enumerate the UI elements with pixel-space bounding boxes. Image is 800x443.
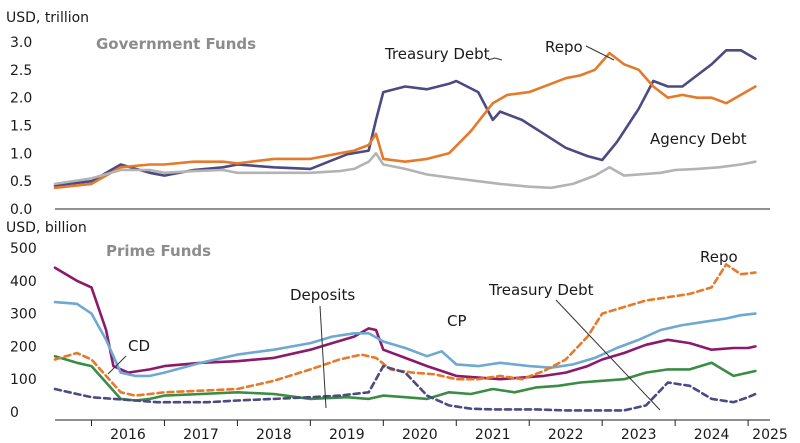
x-tick-label: 2017 <box>183 427 219 443</box>
bottom-x-ticks: 2016 2017 2018 2019 2020 2021 2022 2023 2024 2025 <box>90 420 788 443</box>
top-panel-title: Government Funds <box>96 35 256 53</box>
top-y-tick-label: 2.0 <box>10 91 32 107</box>
bottom-y-ticks: 0 100 200 300 400 500 <box>10 241 37 421</box>
top-series-group <box>53 48 757 190</box>
annotation-deposits-bottom: Deposits <box>290 286 355 304</box>
top-y-tick-label: 3.0 <box>10 35 32 51</box>
bottom-series-treasury-debt <box>53 364 757 412</box>
x-tick-label: 2018 <box>256 427 292 443</box>
bottom-panel-title: Prime Funds <box>106 242 211 260</box>
annotation-treasury-debt-bottom: Treasury Debt <box>488 281 594 299</box>
bottom-y-tick-label: 100 <box>10 372 37 388</box>
x-tick-label: 2020 <box>402 427 438 443</box>
x-tick-label: 2025 <box>752 427 788 443</box>
bottom-series-cd <box>53 266 757 381</box>
x-tick-label: 2023 <box>621 427 657 443</box>
x-tick-label: 2021 <box>475 427 511 443</box>
leader-cd-bottom <box>107 355 127 375</box>
top-series-treasury-debt <box>53 48 757 187</box>
x-tick-label: 2019 <box>329 427 365 443</box>
bottom-y-tick-label: 500 <box>10 241 37 257</box>
bottom-y-tick-label: 0 <box>10 405 19 421</box>
bottom-y-tick-label: 300 <box>10 307 37 323</box>
x-tick-label: 2016 <box>110 427 146 443</box>
bottom-series-deposits <box>53 300 757 378</box>
bottom-y-unit-label: USD, billion <box>6 220 87 236</box>
bottom-y-tick-label: 200 <box>10 339 37 355</box>
top-y-tick-label: 1.5 <box>10 119 32 135</box>
top-series-repo <box>53 51 757 190</box>
bottom-series-group <box>53 263 757 412</box>
annotation-cp-bottom: CP <box>447 312 467 330</box>
top-y-tick-label: 0.0 <box>10 202 32 218</box>
leader-repo-top <box>585 45 615 61</box>
leader-treasury-debt-top <box>487 57 503 61</box>
leader-treasury-debt-bottom <box>555 299 661 411</box>
top-y-tick-label: 0.5 <box>10 174 32 190</box>
bottom-series-repo <box>53 263 757 397</box>
top-y-unit-label: USD, trillion <box>6 10 89 26</box>
annotation-repo-top: Repo <box>545 38 583 56</box>
annotation-cd-bottom: CD <box>128 337 150 355</box>
annotation-agency-debt-top: Agency Debt <box>650 130 747 148</box>
annotation-treasury-debt-top: Treasury Debt <box>384 45 490 63</box>
leader-deposits-bottom <box>319 305 327 409</box>
x-tick-label: 2022 <box>548 427 584 443</box>
top-y-tick-label: 1.0 <box>10 146 32 162</box>
top-y-ticks: 0.0 0.5 1.0 1.5 2.0 2.5 3.0 <box>10 35 32 218</box>
top-y-tick-label: 2.5 <box>10 63 32 79</box>
x-tick-label: 2024 <box>694 427 730 443</box>
bottom-y-tick-label: 400 <box>10 274 37 290</box>
annotation-repo-bottom: Repo <box>700 248 738 266</box>
top-series-agency-debt <box>53 152 757 190</box>
